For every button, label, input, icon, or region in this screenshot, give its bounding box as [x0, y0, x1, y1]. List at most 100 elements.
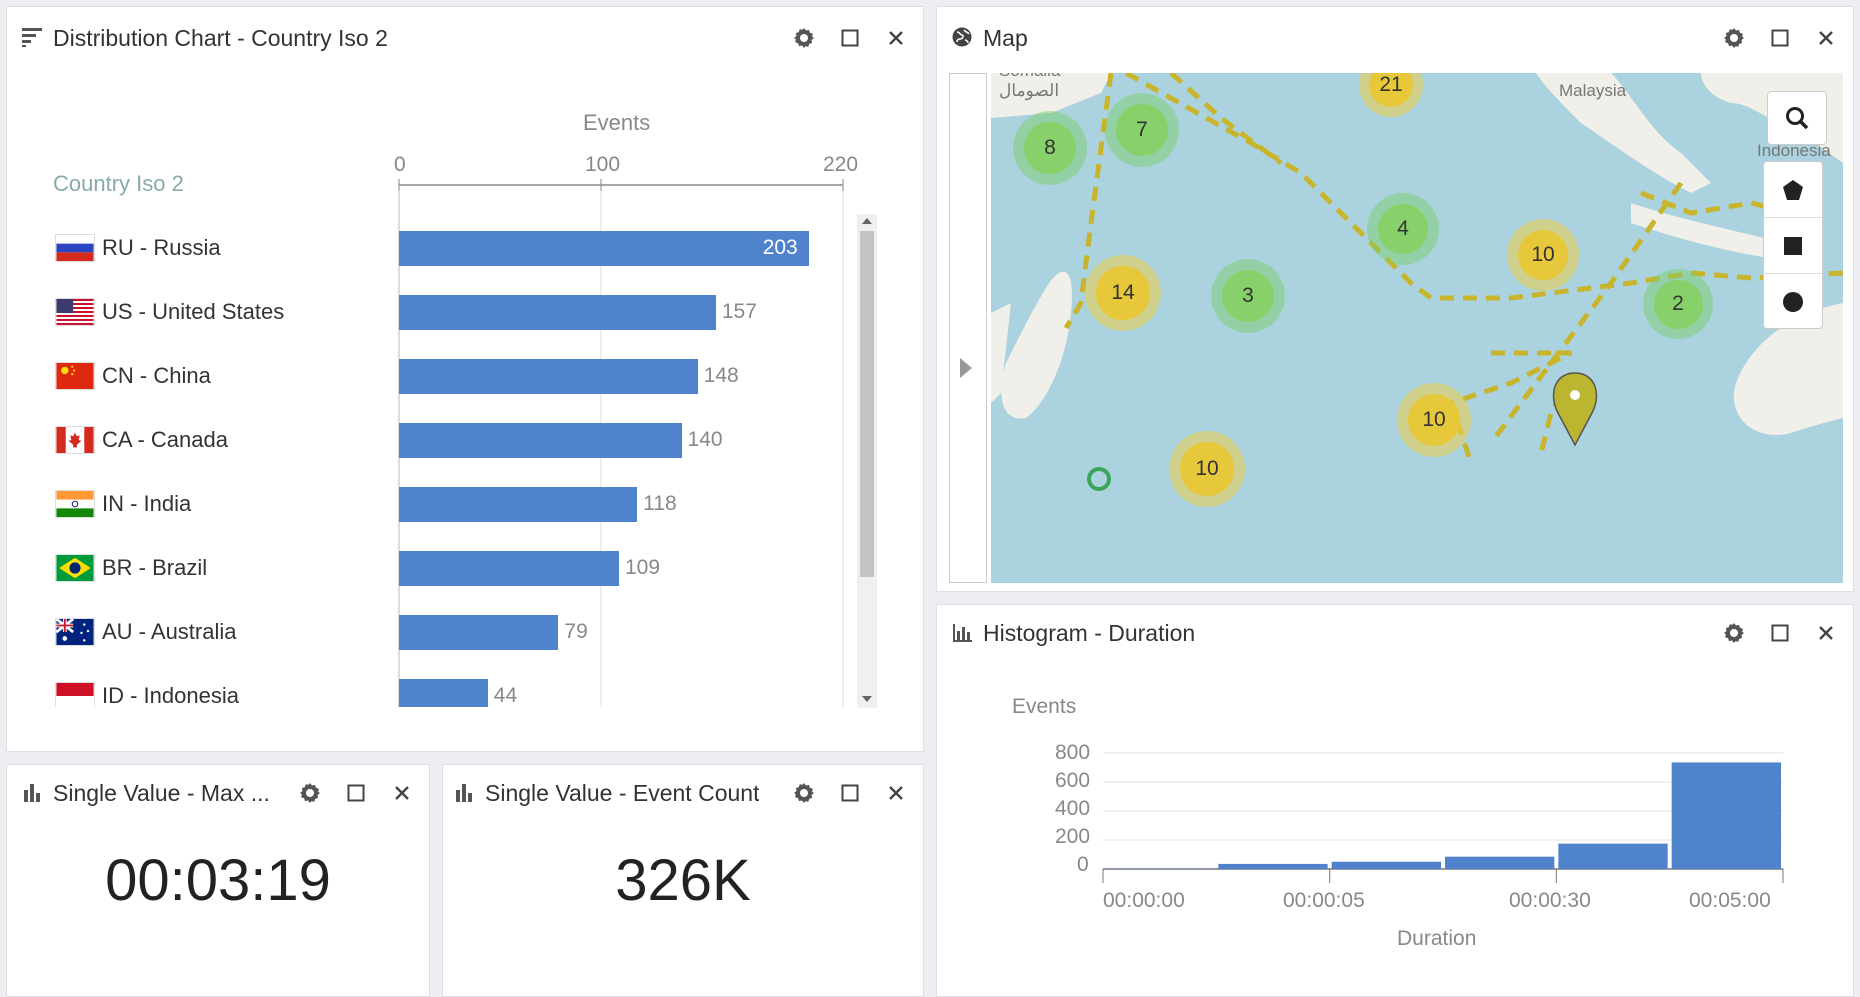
panel-title: Single Value - Max ... [53, 779, 270, 806]
maximize-icon[interactable] [837, 25, 863, 51]
square-icon [1784, 236, 1802, 255]
panel-controls [791, 7, 909, 69]
map-cluster[interactable]: 10 [1397, 383, 1471, 457]
country-label[interactable]: CN - China [102, 363, 211, 388]
dist-scrollbar[interactable] [857, 214, 877, 708]
gear-icon[interactable] [791, 780, 817, 806]
map-label-indonesia: Indonesia [1757, 141, 1831, 160]
dist-axis-title: Events [583, 110, 651, 135]
histogram-ytick: 0 [1077, 853, 1089, 876]
country-bar[interactable] [399, 487, 638, 522]
distribution-chart-icon [21, 26, 45, 50]
australia-flag-icon [55, 618, 95, 646]
map-cluster[interactable]: 8 [1013, 111, 1087, 185]
map-canvas[interactable]: Somalia الصومال Malaysia Indonesia 21 8 … [991, 73, 1843, 583]
bar-value: 118 [643, 492, 677, 515]
histogram-panel: Histogram - Duration Events Duration 800… [936, 604, 1854, 997]
country-bar[interactable] [399, 551, 619, 586]
country-label[interactable]: ID - Indonesia [102, 683, 239, 707]
map-search-tool[interactable] [1767, 91, 1827, 145]
country-bar[interactable] [399, 231, 809, 266]
india-flag-icon [55, 490, 95, 518]
country-label[interactable]: AU - Australia [102, 619, 237, 644]
maximize-icon[interactable] [1767, 620, 1793, 646]
country-label[interactable]: US - United States [102, 299, 285, 324]
draw-circle-tool[interactable] [1764, 274, 1822, 329]
china-flag-icon [55, 362, 95, 390]
event-count-value: 326K [615, 848, 751, 913]
gear-icon[interactable] [1721, 620, 1747, 646]
polygon-icon [1783, 179, 1803, 200]
panel-controls [297, 765, 415, 821]
map-label-malaysia: Malaysia [1559, 81, 1627, 100]
map-cluster[interactable]: 2 [1643, 269, 1713, 339]
panel-header: Histogram - Duration [937, 605, 1853, 661]
histogram-xlabel: Duration [1397, 927, 1477, 950]
indonesia-flag-icon [55, 682, 95, 707]
country-label[interactable]: RU - Russia [102, 235, 221, 260]
map-cluster[interactable]: 21 [1359, 73, 1423, 117]
panel-controls [1721, 7, 1839, 69]
panel-title: Single Value - Event Count [485, 779, 760, 806]
panel-title: Map [983, 24, 1028, 51]
close-icon[interactable] [883, 780, 909, 806]
panel-controls [791, 765, 909, 821]
map-label-somalia: Somalia [999, 73, 1060, 81]
circle-icon [1783, 291, 1803, 312]
map-draw-tools [1763, 161, 1823, 329]
maximize-icon[interactable] [343, 780, 369, 806]
bar-value: 79 [564, 620, 588, 643]
max-duration-value: 00:03:19 [105, 848, 331, 913]
maximize-icon[interactable] [837, 780, 863, 806]
brazil-flag-icon [55, 554, 95, 582]
map-cluster[interactable]: 10 [1507, 219, 1579, 291]
gear-icon[interactable] [297, 780, 323, 806]
single-value-max-panel: Single Value - Max ... 00:03:19 [6, 764, 430, 997]
map-cluster[interactable]: 4 [1367, 193, 1439, 265]
map-cluster[interactable]: 14 [1085, 255, 1161, 331]
histogram-chart [1102, 752, 1784, 883]
histogram-bar [1331, 861, 1441, 869]
country-bar[interactable] [399, 615, 559, 650]
gear-icon[interactable] [1721, 25, 1747, 51]
close-icon[interactable] [1813, 25, 1839, 51]
country-label[interactable]: BR - Brazil [102, 555, 208, 580]
maximize-icon[interactable] [1767, 25, 1793, 51]
dist-tick-100: 100 [585, 153, 621, 176]
country-bar[interactable] [399, 679, 488, 707]
expand-arrow-icon[interactable] [960, 358, 972, 378]
close-icon[interactable] [883, 25, 909, 51]
country-bar[interactable] [399, 295, 716, 330]
bar-value: 203 [762, 236, 798, 259]
histogram-xtick: 00:00:05 [1283, 889, 1365, 912]
map-side-toggle[interactable] [949, 73, 987, 583]
histogram-bar [1558, 843, 1668, 869]
scroll-down-arrow[interactable] [862, 696, 872, 702]
scroll-thumb[interactable] [860, 231, 874, 577]
histogram-bar [1218, 863, 1328, 869]
panel-controls [1721, 605, 1839, 661]
bar-value: 44 [493, 684, 518, 707]
histogram-bar [1671, 762, 1781, 869]
histogram-ytick: 800 [1055, 741, 1091, 764]
map-cluster[interactable]: 10 [1169, 431, 1245, 507]
close-icon[interactable] [389, 780, 415, 806]
country-bar[interactable] [399, 359, 698, 394]
close-icon[interactable] [1813, 620, 1839, 646]
map-cluster[interactable]: 7 [1105, 93, 1179, 167]
country-label[interactable]: IN - India [102, 491, 192, 516]
dist-tick-0: 0 [394, 153, 406, 176]
globe-icon [951, 26, 975, 50]
country-bar[interactable] [399, 423, 682, 458]
draw-polygon-tool[interactable] [1764, 162, 1822, 218]
usa-flag-icon [55, 298, 95, 326]
row-header: Country Iso 2 [53, 171, 184, 196]
scroll-up-arrow[interactable] [862, 218, 872, 224]
gear-icon[interactable] [791, 25, 817, 51]
draw-rectangle-tool[interactable] [1764, 218, 1822, 274]
panel-header: Single Value - Event Count [443, 765, 923, 821]
histogram-ytick: 200 [1055, 825, 1091, 848]
map-panel: Map [936, 6, 1854, 592]
country-label[interactable]: CA - Canada [102, 427, 228, 452]
map-cluster[interactable]: 3 [1211, 259, 1285, 333]
